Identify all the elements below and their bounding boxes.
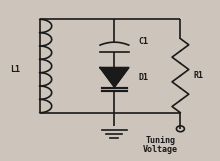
Text: L1: L1 (10, 65, 20, 74)
Text: C1: C1 (139, 37, 148, 46)
Text: R1: R1 (194, 71, 204, 80)
Text: D1: D1 (139, 73, 148, 82)
Polygon shape (100, 68, 129, 87)
Text: Tuning: Tuning (146, 136, 176, 145)
Text: Voltage: Voltage (143, 145, 178, 154)
